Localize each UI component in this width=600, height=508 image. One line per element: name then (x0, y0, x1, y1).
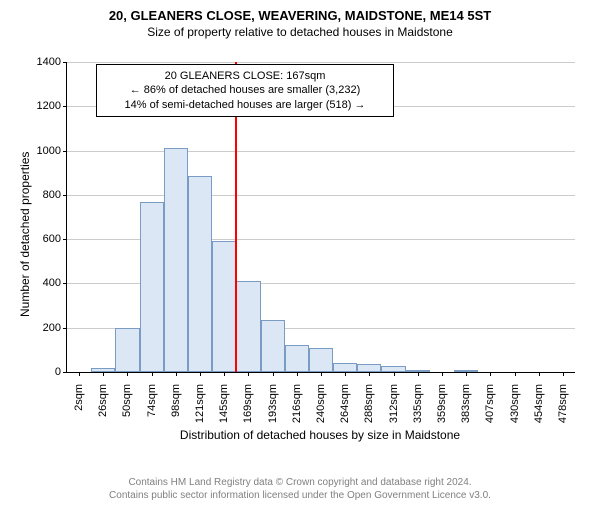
y-tick-mark (63, 62, 67, 63)
x-tick-label: 359sqm (436, 384, 448, 423)
x-tick-label: 407sqm (484, 384, 496, 423)
y-tick-mark (63, 195, 67, 196)
x-tick-mark (466, 372, 467, 376)
histogram-bar (261, 320, 285, 372)
histogram-bar (164, 148, 188, 372)
x-tick-mark (297, 372, 298, 376)
x-tick-mark (490, 372, 491, 376)
x-tick-mark (394, 372, 395, 376)
y-tick-label: 400 (43, 277, 61, 289)
y-tick-mark (63, 151, 67, 152)
x-tick-mark (200, 372, 201, 376)
histogram-bar (115, 328, 139, 372)
chart-subtitle: Size of property relative to detached ho… (0, 25, 600, 39)
x-tick-label: 383sqm (460, 384, 472, 423)
x-tick-mark (152, 372, 153, 376)
x-tick-label: 2sqm (73, 384, 85, 411)
x-tick-label: 74sqm (146, 384, 158, 417)
x-axis-label: Distribution of detached houses by size … (66, 428, 574, 442)
histogram-bar (357, 364, 381, 372)
histogram-bar (309, 348, 333, 372)
footer-line2: Contains public sector information licen… (0, 489, 600, 502)
grid-line (67, 62, 575, 63)
y-tick-mark (63, 328, 67, 329)
x-tick-mark (176, 372, 177, 376)
chart-container: 20, GLEANERS CLOSE, WEAVERING, MAIDSTONE… (0, 8, 600, 508)
histogram-bar (140, 202, 164, 373)
x-tick-label: 240sqm (315, 384, 327, 423)
x-tick-mark (127, 372, 128, 376)
x-tick-mark (369, 372, 370, 376)
y-tick-mark (63, 283, 67, 284)
x-tick-label: 50sqm (121, 384, 133, 417)
x-tick-label: 193sqm (267, 384, 279, 423)
legend-line: ← 86% of detached houses are smaller (3,… (105, 83, 385, 97)
x-tick-mark (224, 372, 225, 376)
grid-line (67, 195, 575, 196)
histogram-bar (236, 281, 260, 372)
y-tick-label: 800 (43, 189, 61, 201)
x-tick-mark (515, 372, 516, 376)
y-tick-label: 1400 (37, 56, 61, 68)
x-tick-label: 98sqm (170, 384, 182, 417)
y-tick-label: 1000 (37, 145, 61, 157)
x-tick-mark (563, 372, 564, 376)
histogram-bar (285, 345, 309, 372)
x-tick-label: 145sqm (218, 384, 230, 423)
x-tick-label: 478sqm (557, 384, 569, 423)
chart-title: 20, GLEANERS CLOSE, WEAVERING, MAIDSTONE… (0, 8, 600, 23)
x-tick-mark (418, 372, 419, 376)
x-tick-mark (539, 372, 540, 376)
footer: Contains HM Land Registry data © Crown c… (0, 476, 600, 502)
y-tick-label: 600 (43, 233, 61, 245)
x-tick-mark (248, 372, 249, 376)
y-tick-label: 0 (55, 366, 61, 378)
histogram-bar (212, 241, 236, 372)
x-tick-label: 430sqm (509, 384, 521, 423)
y-tick-label: 200 (43, 322, 61, 334)
y-tick-mark (63, 106, 67, 107)
x-tick-mark (321, 372, 322, 376)
legend-line: 20 GLEANERS CLOSE: 167sqm (105, 69, 385, 83)
legend-line: 14% of semi-detached houses are larger (… (105, 98, 385, 112)
grid-line (67, 151, 575, 152)
legend-box: 20 GLEANERS CLOSE: 167sqm← 86% of detach… (96, 64, 394, 117)
histogram-bar (188, 176, 212, 372)
histogram-bar (333, 363, 357, 372)
x-tick-mark (442, 372, 443, 376)
y-tick-mark (63, 239, 67, 240)
x-tick-label: 264sqm (339, 384, 351, 423)
x-tick-label: 216sqm (291, 384, 303, 423)
x-tick-label: 454sqm (533, 384, 545, 423)
y-tick-label: 1200 (37, 100, 61, 112)
x-tick-label: 169sqm (242, 384, 254, 423)
x-tick-mark (273, 372, 274, 376)
x-tick-label: 312sqm (388, 384, 400, 423)
x-tick-label: 335sqm (412, 384, 424, 423)
y-axis-label: Number of detached properties (18, 152, 32, 317)
x-tick-mark (345, 372, 346, 376)
y-tick-mark (63, 372, 67, 373)
footer-line1: Contains HM Land Registry data © Crown c… (0, 476, 600, 489)
x-tick-mark (103, 372, 104, 376)
x-tick-label: 26sqm (97, 384, 109, 417)
x-tick-label: 121sqm (194, 384, 206, 423)
x-tick-mark (79, 372, 80, 376)
x-tick-label: 288sqm (363, 384, 375, 423)
